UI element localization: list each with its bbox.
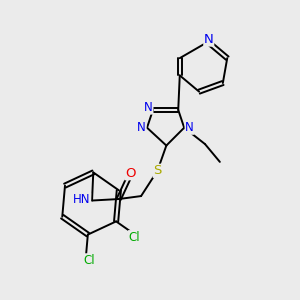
Text: N: N: [137, 121, 146, 134]
Text: Cl: Cl: [129, 231, 140, 244]
Text: N: N: [144, 101, 153, 114]
Text: S: S: [153, 164, 162, 177]
Text: Cl: Cl: [83, 254, 95, 267]
Text: N: N: [204, 33, 214, 46]
Text: HN: HN: [73, 194, 91, 206]
Text: O: O: [125, 167, 135, 180]
Text: N: N: [185, 121, 194, 134]
